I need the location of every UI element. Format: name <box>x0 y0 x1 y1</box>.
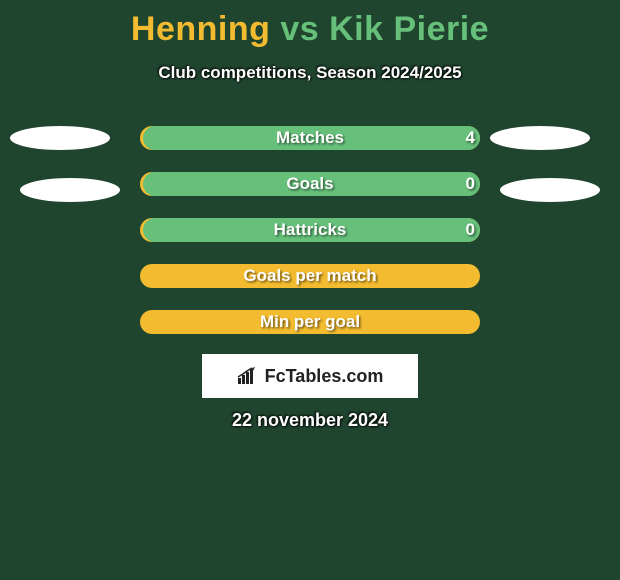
stat-label: Hattricks <box>140 218 480 242</box>
stat-value-b: 4 <box>466 126 475 150</box>
date-text: 22 november 2024 <box>0 410 620 431</box>
comparison-infographic: Henning vs Kik Pierie Club competitions,… <box>0 0 620 580</box>
decor-ellipse <box>500 178 600 202</box>
stat-label: Min per goal <box>140 310 480 334</box>
subtitle: Club competitions, Season 2024/2025 <box>0 63 620 83</box>
stat-rows: Matches4Goals0Hattricks0Goals per matchM… <box>0 126 620 336</box>
page-title: Henning vs Kik Pierie <box>0 0 620 49</box>
stat-label: Goals <box>140 172 480 196</box>
decor-ellipse <box>20 178 120 202</box>
stat-label: Matches <box>140 126 480 150</box>
brand-box[interactable]: FcTables.com <box>202 354 418 398</box>
decor-ellipse <box>10 126 110 150</box>
decor-ellipse <box>490 126 590 150</box>
stat-row: Goals per match <box>0 264 620 290</box>
title-vs: vs <box>270 10 329 48</box>
stat-value-b: 0 <box>466 218 475 242</box>
brand-inner: FcTables.com <box>237 366 384 387</box>
stat-label: Goals per match <box>140 264 480 288</box>
barchart-icon <box>237 367 259 385</box>
player-b-name: Kik Pierie <box>329 10 489 48</box>
brand-text: FcTables.com <box>265 366 384 387</box>
stat-row: Min per goal <box>0 310 620 336</box>
stat-row: Hattricks0 <box>0 218 620 244</box>
stat-value-b: 0 <box>466 172 475 196</box>
player-a-name: Henning <box>131 10 270 48</box>
